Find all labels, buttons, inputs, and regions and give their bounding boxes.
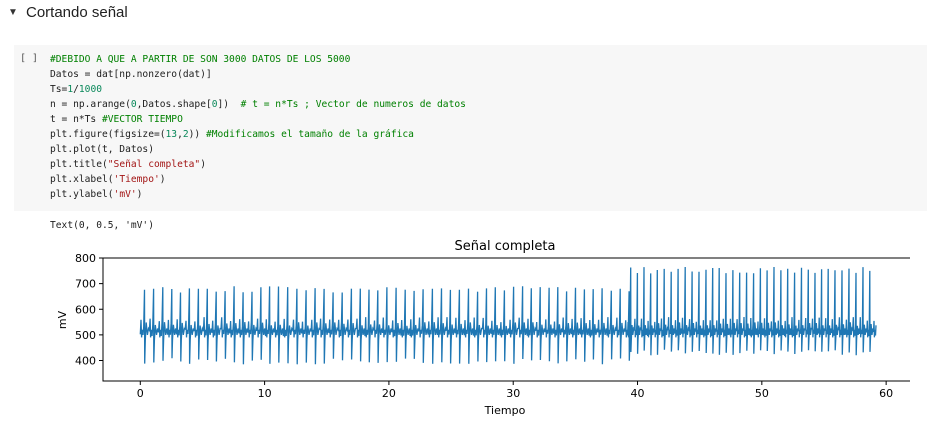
x-tick-label: 30: [506, 387, 520, 400]
code-line: #DEBIDO A QUE A PARTIR DE SON 3000 DATOS…: [50, 54, 351, 65]
code-line: Datos = dat[np.nonzero(dat)]: [50, 69, 212, 80]
y-axis-label: mV: [56, 310, 69, 329]
x-tick-label: 40: [631, 387, 645, 400]
run-cell-button[interactable]: [ ]: [20, 53, 39, 64]
code-line: n = np.arange(0,Datos.shape[0]) # t = n*…: [50, 99, 466, 110]
collapse-caret-icon[interactable]: ▼: [8, 6, 18, 18]
section-title: Cortando señal: [26, 3, 128, 21]
code-line: plt.plot(t, Datos): [50, 144, 154, 155]
code-line: plt.figure(figsize=(13,2)) #Modificamos …: [50, 129, 414, 140]
y-tick-label: 600: [75, 303, 96, 316]
chart-title: Señal completa: [455, 239, 556, 254]
signal-line: [139, 266, 877, 365]
x-axis-label: Tiempo: [484, 404, 526, 417]
plot-frame: [102, 257, 910, 382]
code-line: plt.ylabel('mV'): [50, 189, 143, 200]
y-tick-label: 800: [75, 252, 96, 265]
code-cell[interactable]: [ ] #DEBIDO A QUE A PARTIR DE SON 3000 D…: [14, 45, 927, 211]
y-tick-label: 400: [75, 355, 96, 368]
y-tick-label: 500: [75, 329, 96, 342]
code-line: plt.xlabel('Tiempo'): [50, 174, 166, 185]
x-tick-label: 60: [879, 387, 893, 400]
section-header[interactable]: ▼ Cortando señal: [8, 2, 128, 22]
line-chart: Señal completa 0 10 20 30 40 50 60 400 500 600 700…: [56, 239, 910, 417]
code-editor[interactable]: #DEBIDO A QUE A PARTIR DE SON 3000 DATOS…: [50, 52, 466, 202]
code-line: plt.title("Señal completa"): [50, 159, 206, 170]
y-tick-label: 700: [75, 278, 96, 291]
signal-series: [139, 266, 877, 365]
x-tick-label: 0: [137, 387, 144, 400]
code-line: t = n*Ts #VECTOR TIEMPO: [50, 114, 183, 125]
x-tick-label: 20: [382, 387, 396, 400]
cell-output-text: Text(0, 0.5, 'mV'): [50, 220, 154, 231]
x-tick-label: 50: [755, 387, 769, 400]
code-line: Ts=1/1000: [50, 84, 102, 95]
x-tick-label: 10: [258, 387, 272, 400]
